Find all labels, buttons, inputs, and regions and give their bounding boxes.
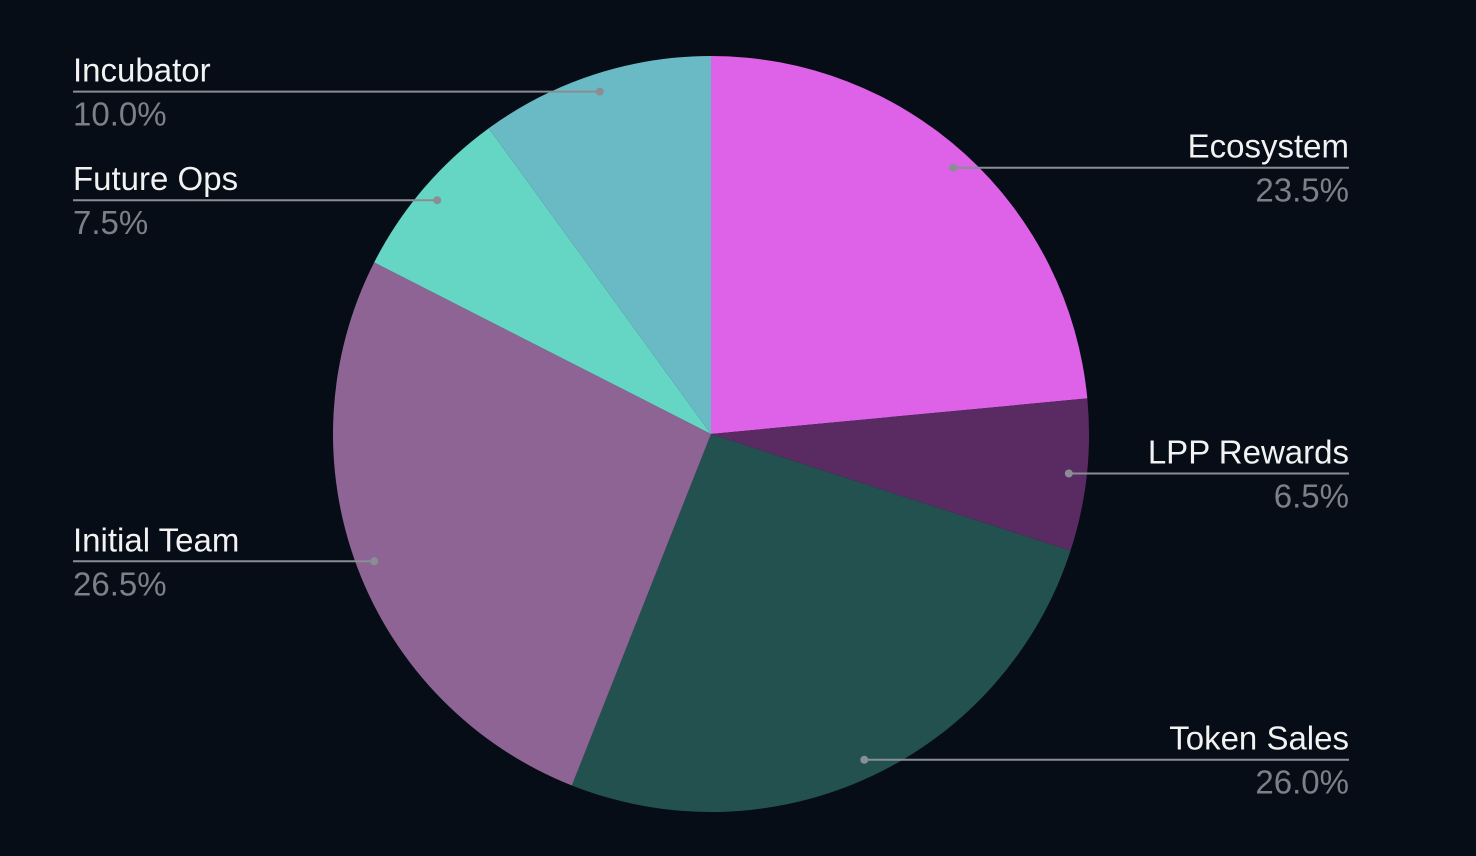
leader-dot bbox=[860, 755, 869, 764]
pie-slice bbox=[571, 434, 1071, 812]
pie-slice bbox=[711, 56, 1088, 434]
pie-slice bbox=[488, 56, 711, 434]
slice-label: Incubator bbox=[73, 52, 211, 89]
leader-dot bbox=[595, 87, 604, 96]
leader-dot bbox=[1064, 469, 1073, 478]
slice-percent: 23.5% bbox=[1255, 172, 1349, 209]
leader-dot bbox=[949, 163, 958, 172]
slice-percent: 26.0% bbox=[1255, 764, 1349, 801]
slice-label: Ecosystem bbox=[1188, 128, 1349, 165]
pie-slice bbox=[711, 398, 1089, 551]
slice-percent: 6.5% bbox=[1274, 478, 1349, 515]
leader-dot bbox=[370, 557, 379, 566]
pie-slice bbox=[374, 128, 711, 434]
slice-label: Initial Team bbox=[73, 521, 239, 558]
slice-percent: 10.0% bbox=[73, 96, 167, 133]
slice-label: Future Ops bbox=[73, 160, 238, 197]
slice-percent: 7.5% bbox=[73, 204, 148, 241]
leader-dot bbox=[433, 196, 442, 205]
slice-percent: 26.5% bbox=[73, 565, 167, 602]
slice-label: LPP Rewards bbox=[1148, 434, 1349, 471]
pie-slice bbox=[333, 262, 711, 786]
slice-label: Token Sales bbox=[1169, 720, 1349, 757]
